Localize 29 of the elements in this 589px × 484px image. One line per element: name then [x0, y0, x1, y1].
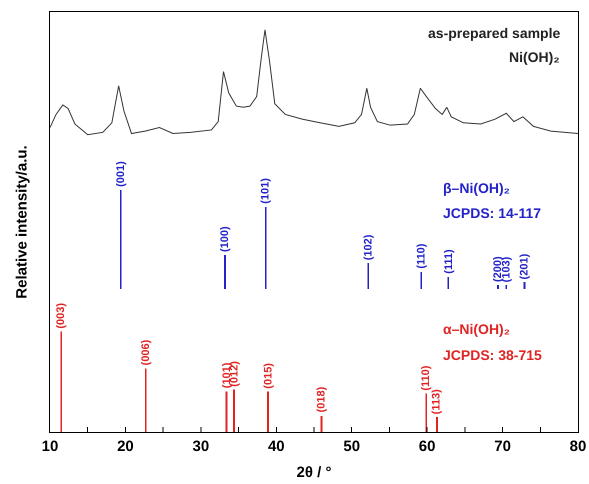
annotation: Ni(OH)₂	[509, 49, 560, 65]
annotation: (003)	[55, 302, 68, 329]
annotation: (201)	[518, 253, 530, 280]
annotation: JCPDS: 14-117	[443, 205, 542, 221]
annotation: (101)	[260, 178, 272, 204]
x-tick-label: 50	[343, 438, 360, 456]
x-tick-label: 70	[494, 438, 511, 456]
annotation: (100)	[218, 226, 231, 252]
y-axis-title: Relative intensity/a.u.	[14, 145, 30, 299]
annotation: α–Ni(OH)₂	[443, 321, 510, 337]
annotation: (006)	[140, 339, 152, 366]
x-tick-label: 10	[42, 438, 58, 456]
x-tick-label: 60	[418, 438, 436, 456]
x-tick-label: 80	[570, 438, 586, 456]
annotation: (110)	[416, 243, 428, 269]
annotation: β–Ni(OH)₂	[443, 180, 510, 196]
annotation: (110)	[420, 365, 432, 391]
annotation: (113)	[430, 388, 443, 414]
annotation: as-prepared sample	[428, 25, 560, 41]
annotation: (015)	[262, 362, 274, 389]
annotation: JCPDS: 38-715	[443, 347, 542, 363]
x-tick-label: 20	[117, 438, 134, 456]
annotation: (018)	[316, 386, 328, 412]
annotation: (001)	[114, 160, 127, 187]
annotation: (111)	[442, 248, 455, 274]
annotation: (102)	[362, 234, 374, 260]
x-axis-title: 2θ / °	[296, 464, 332, 482]
x-tick-label: 40	[268, 438, 285, 456]
x-tick-label: 30	[192, 438, 210, 456]
